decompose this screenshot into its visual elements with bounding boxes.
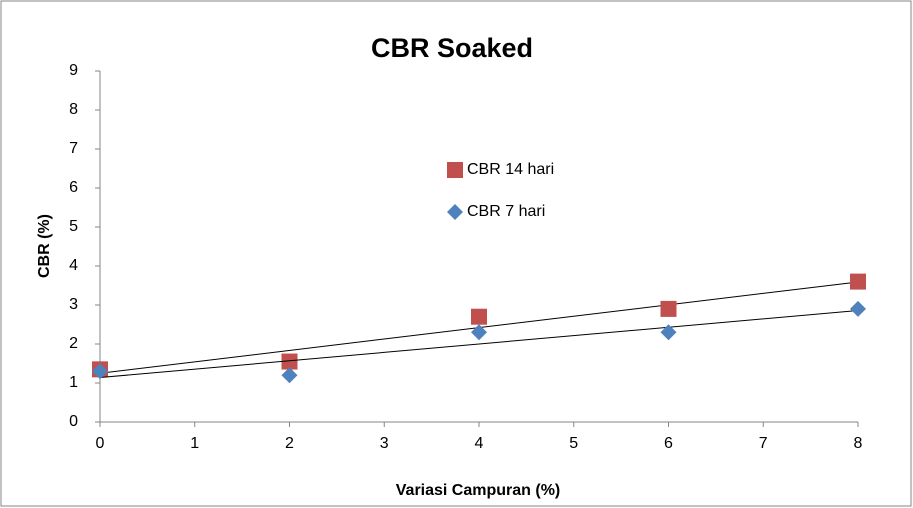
x-tick-label: 5	[569, 435, 578, 452]
marker-diamond	[447, 204, 463, 220]
x-tick-label: 4	[475, 435, 484, 452]
marker-square	[850, 273, 866, 290]
marker-square	[447, 162, 463, 178]
x-tick-label: 0	[96, 435, 105, 452]
x-tick-label: 2	[285, 435, 294, 452]
y-tick-label: 0	[69, 413, 78, 430]
x-tick-label: 7	[759, 435, 768, 452]
legend-label: CBR 7 hari	[467, 203, 545, 220]
chart-title: CBR Soaked	[371, 33, 533, 63]
y-tick-label: 5	[69, 218, 78, 235]
marker-diamond	[281, 367, 298, 384]
marker-diamond	[92, 363, 108, 380]
marker-square	[281, 353, 298, 370]
marker-diamond	[850, 300, 866, 317]
y-tick-label: 9	[69, 62, 78, 79]
x-tick-label: 3	[380, 435, 389, 452]
marker-diamond	[660, 324, 677, 341]
marker-square	[660, 300, 677, 317]
y-tick-label: 6	[69, 179, 78, 196]
x-axis-label: Variasi Campuran (%)	[396, 482, 561, 499]
legend-label: CBR 14 hari	[467, 161, 554, 178]
trendline	[99, 309, 859, 379]
marker-diamond	[471, 324, 487, 341]
y-tick-label: 3	[69, 296, 78, 313]
y-tick-label: 2	[69, 335, 78, 352]
marker-square	[471, 308, 487, 325]
y-tick-label: 7	[69, 140, 78, 157]
y-tick-label: 8	[69, 101, 78, 118]
y-tick-label: 4	[69, 257, 78, 274]
x-tick-label: 6	[664, 435, 673, 452]
y-tick-label: 1	[69, 374, 78, 391]
y-axis-label: CBR (%)	[36, 214, 53, 278]
x-tick-label: 8	[854, 435, 863, 452]
x-tick-label: 1	[190, 435, 199, 452]
